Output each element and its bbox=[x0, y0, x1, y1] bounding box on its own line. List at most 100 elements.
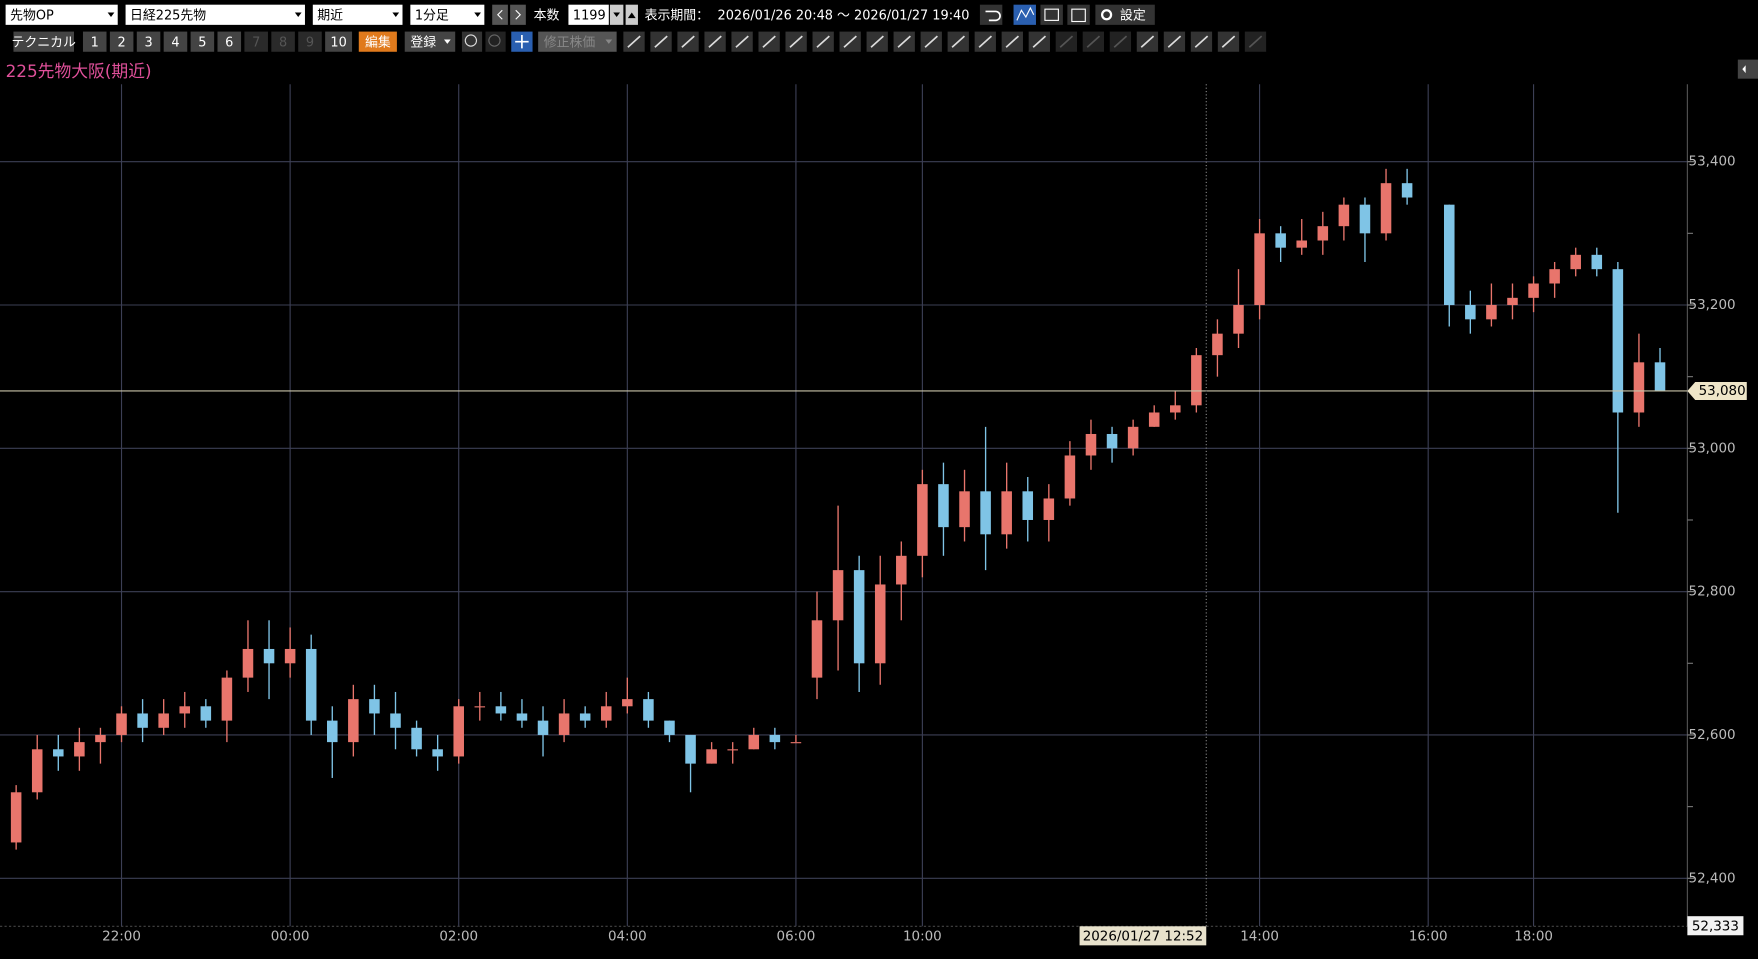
candle-body bbox=[938, 484, 949, 528]
candle-body bbox=[622, 699, 633, 707]
candle-body bbox=[1591, 254, 1603, 270]
candle-body bbox=[811, 620, 823, 678]
draw-tool-icon bbox=[843, 35, 857, 48]
draw-tool-icon bbox=[1113, 35, 1128, 48]
candle-body bbox=[727, 749, 738, 751]
contract-select[interactable] bbox=[312, 4, 403, 25]
draw-tool-icon bbox=[1221, 35, 1236, 48]
preset-label: 10 bbox=[330, 35, 346, 50]
undo-icon bbox=[985, 10, 1001, 22]
candle-body bbox=[158, 713, 169, 728]
prev-button[interactable] bbox=[492, 4, 508, 25]
candle-body bbox=[1001, 491, 1012, 535]
preset-label: 3 bbox=[144, 35, 152, 50]
draw-tool-icon bbox=[897, 35, 911, 48]
draw-tool-icon bbox=[654, 35, 668, 48]
candle-body bbox=[200, 706, 212, 721]
draw-tool-icon bbox=[1248, 35, 1263, 48]
candle-body bbox=[327, 720, 338, 743]
print-icon bbox=[1044, 8, 1059, 21]
draw-tool-icon bbox=[870, 35, 884, 48]
preset-button[interactable] bbox=[82, 31, 107, 52]
candle-body bbox=[221, 677, 233, 721]
x-tick-label: 10:00 bbox=[903, 929, 942, 944]
preset-button[interactable] bbox=[136, 31, 161, 52]
register-button[interactable] bbox=[404, 31, 456, 52]
candle-body bbox=[95, 734, 106, 743]
preset-button[interactable] bbox=[244, 31, 268, 52]
candle-body bbox=[1486, 304, 1497, 320]
candle-body bbox=[1127, 426, 1139, 449]
draw-tool-icon bbox=[1005, 35, 1020, 48]
register-label: 登録 bbox=[410, 35, 436, 50]
crosshair-x-box bbox=[1079, 926, 1207, 946]
candle-body bbox=[1170, 405, 1181, 413]
candle-body bbox=[706, 749, 717, 764]
edit-label: 編集 bbox=[365, 34, 391, 50]
draw-tool-icon bbox=[735, 35, 749, 48]
candle-body bbox=[558, 713, 570, 735]
zoom-in-icon bbox=[464, 34, 478, 47]
candle-body bbox=[1507, 297, 1518, 305]
next-icon bbox=[515, 9, 522, 20]
preset-button[interactable] bbox=[163, 31, 188, 52]
dropdown-arrow bbox=[474, 12, 481, 18]
x-tick-label: 00:00 bbox=[271, 929, 310, 944]
period-value: 2026/01/26 20:48 ～ 2026/01/27 19:40 bbox=[718, 8, 970, 23]
collapse-icon bbox=[1742, 65, 1746, 74]
adjusted-label: 修正株価 bbox=[544, 35, 596, 50]
print-button[interactable] bbox=[1040, 4, 1063, 25]
candle-body bbox=[1570, 254, 1581, 270]
preset-label: 7 bbox=[252, 35, 260, 50]
x-tick-label: 16:00 bbox=[1409, 929, 1448, 944]
draw-tool-icon bbox=[924, 35, 938, 48]
dropdown-arrow bbox=[443, 39, 451, 44]
market-select[interactable] bbox=[5, 4, 118, 25]
preset-button[interactable] bbox=[271, 31, 295, 52]
candle-body bbox=[1043, 498, 1055, 520]
plot-area: 52,400 52,600 52,800 53,000 53,200 53,400 22:0… bbox=[0, 84, 1747, 946]
candle-body bbox=[474, 706, 486, 708]
undo-button[interactable] bbox=[979, 4, 1003, 25]
settings-label: 設定 bbox=[1120, 7, 1146, 23]
preset-button[interactable] bbox=[298, 31, 322, 52]
crosshair-icon bbox=[515, 34, 529, 49]
candle-body bbox=[896, 555, 907, 585]
x-tick-label: 18:00 bbox=[1514, 929, 1553, 944]
dropdown-arrow bbox=[294, 12, 302, 18]
collapse-button[interactable] bbox=[1737, 59, 1758, 79]
x-tick-label: 14:00 bbox=[1240, 929, 1279, 944]
preset-button[interactable] bbox=[109, 31, 134, 52]
edit-button[interactable] bbox=[358, 31, 397, 52]
candle-body bbox=[917, 484, 928, 556]
preset-label: 9 bbox=[306, 35, 314, 50]
draw-tool-icon bbox=[951, 35, 965, 48]
candle-body bbox=[685, 734, 696, 764]
preset-label: 8 bbox=[279, 35, 287, 50]
preset-button[interactable] bbox=[325, 31, 353, 52]
market-label: 先物OP bbox=[10, 8, 54, 23]
next-button[interactable] bbox=[510, 4, 526, 25]
draw-tool-icon bbox=[1086, 35, 1101, 48]
candle-body bbox=[1401, 183, 1413, 198]
prev-icon bbox=[497, 9, 503, 20]
candle-body bbox=[1633, 362, 1645, 413]
draw-tool-icon bbox=[1140, 35, 1155, 48]
candle-body bbox=[1528, 283, 1539, 298]
interval-select[interactable] bbox=[410, 4, 485, 25]
settings-button[interactable] bbox=[1095, 4, 1155, 25]
candle-body bbox=[453, 706, 464, 757]
draw-tool-icon bbox=[978, 35, 993, 48]
preset-button[interactable] bbox=[190, 31, 215, 52]
candle-body bbox=[1085, 433, 1097, 456]
symbol-select[interactable] bbox=[125, 4, 305, 25]
candle-body bbox=[537, 720, 549, 735]
technical-button[interactable] bbox=[13, 31, 74, 52]
preset-button[interactable] bbox=[217, 31, 242, 52]
export-icon bbox=[1071, 8, 1086, 23]
adjusted-select[interactable] bbox=[538, 31, 617, 52]
count-input[interactable] bbox=[568, 4, 609, 25]
candle-body bbox=[10, 792, 22, 843]
